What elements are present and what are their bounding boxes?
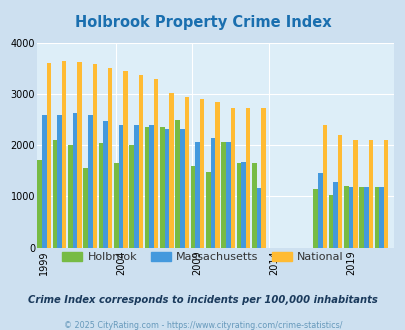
Bar (77, 62, 81, 248)
Bar (72, 114, 77, 248)
Bar (108, 68, 112, 248)
Bar (348, 187, 352, 248)
Legend: Holbrook, Massachusetts, National: Holbrook, Massachusetts, National (58, 248, 347, 267)
Bar (62, 61, 66, 248)
Bar (53, 140, 57, 248)
Bar (83, 168, 88, 248)
Bar (153, 79, 158, 248)
Bar (144, 127, 149, 248)
Bar (368, 140, 372, 248)
Bar (374, 187, 378, 248)
Bar (230, 108, 234, 248)
Bar (179, 129, 184, 248)
Text: © 2025 CityRating.com - https://www.cityrating.com/crime-statistics/: © 2025 CityRating.com - https://www.city… (64, 321, 341, 330)
Bar (322, 125, 326, 248)
Bar (225, 142, 230, 248)
Bar (123, 71, 128, 248)
Bar (88, 115, 92, 248)
Bar (256, 188, 260, 248)
Bar (129, 145, 134, 248)
Bar (160, 127, 164, 248)
Bar (210, 138, 215, 248)
Bar (199, 99, 204, 248)
Bar (175, 120, 179, 248)
Text: Crime Index corresponds to incidents per 100,000 inhabitants: Crime Index corresponds to incidents per… (28, 295, 377, 305)
Bar (98, 143, 103, 248)
Bar (118, 125, 123, 248)
Bar (205, 172, 210, 248)
Bar (358, 187, 363, 248)
Bar (195, 142, 199, 248)
Bar (313, 189, 317, 248)
Bar (190, 166, 195, 248)
Bar (241, 162, 245, 248)
Text: Holbrook Property Crime Index: Holbrook Property Crime Index (75, 15, 330, 30)
Bar (215, 102, 219, 248)
Bar (42, 115, 47, 248)
Bar (92, 64, 97, 248)
Bar (252, 163, 256, 248)
Bar (169, 92, 173, 248)
Bar (328, 195, 333, 248)
Bar (343, 186, 348, 248)
Bar (149, 125, 153, 248)
Bar (184, 97, 189, 248)
Bar (383, 140, 388, 248)
Bar (317, 173, 322, 248)
Bar (236, 163, 241, 248)
Bar (221, 142, 225, 248)
Bar (164, 129, 169, 248)
Bar (337, 136, 341, 248)
Bar (47, 63, 51, 248)
Bar (378, 187, 383, 248)
Bar (68, 145, 72, 248)
Bar (333, 182, 337, 248)
Bar (37, 159, 42, 248)
Bar (245, 108, 250, 248)
Bar (103, 121, 108, 248)
Bar (352, 140, 357, 248)
Bar (363, 187, 368, 248)
Bar (57, 115, 62, 248)
Bar (114, 163, 118, 248)
Bar (134, 125, 138, 248)
Bar (260, 108, 265, 248)
Bar (138, 75, 143, 248)
